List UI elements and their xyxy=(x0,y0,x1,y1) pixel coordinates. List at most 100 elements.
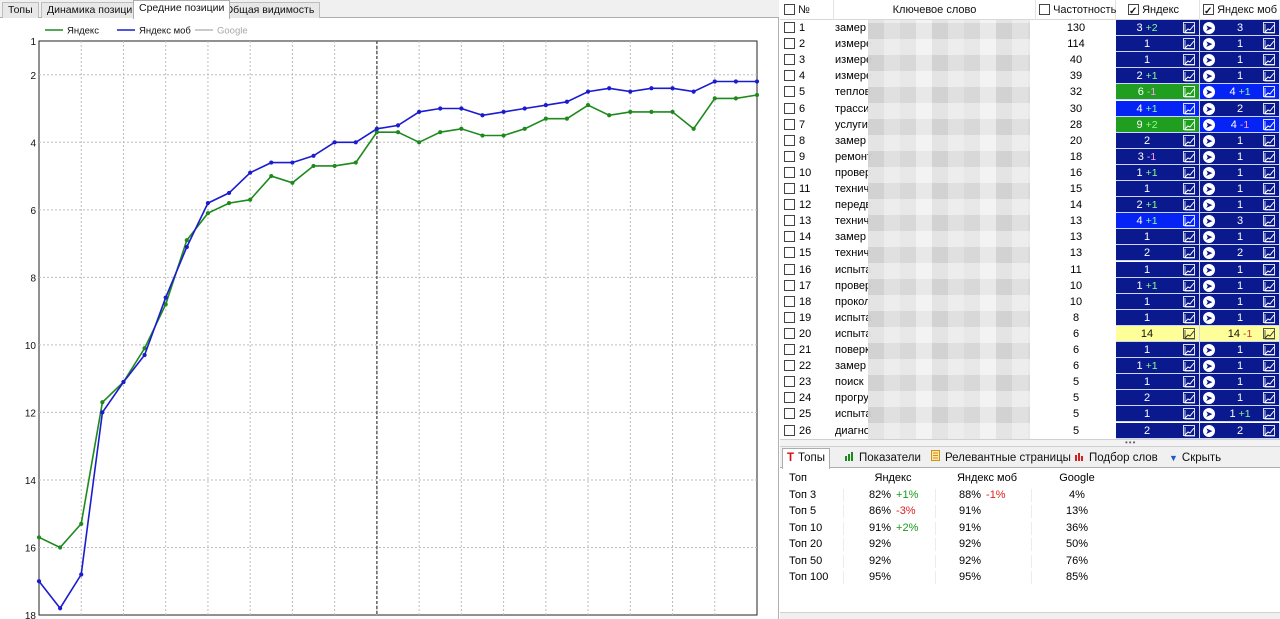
row-number[interactable]: 7 xyxy=(784,117,830,133)
row-number[interactable]: 22 xyxy=(784,358,830,374)
keyword-row[interactable]: 14 замер 13 1 ➤ 1 xyxy=(780,229,1280,246)
trend-chart-icon[interactable] xyxy=(1263,247,1275,259)
tab-bottom-tops[interactable]: T Топы xyxy=(782,448,831,469)
yandex-position-cell[interactable]: 6 -1 xyxy=(1116,84,1200,101)
trend-chart-icon[interactable] xyxy=(1263,150,1275,163)
yandex-position-cell[interactable]: 1 xyxy=(1116,406,1200,423)
yandex-mob-position-cell[interactable]: ➤ 1 xyxy=(1200,68,1280,85)
trend-chart-icon[interactable] xyxy=(1183,86,1195,98)
keyword-row[interactable]: 4 измере 39 2 +1 ➤ 1 xyxy=(780,68,1280,85)
keyword-row[interactable]: 5 теплов 32 6 -1 ➤ 4 +1 xyxy=(780,84,1280,101)
trend-chart-icon[interactable] xyxy=(1183,263,1195,275)
row-checkbox[interactable] xyxy=(784,311,795,323)
yandex-mob-position-cell[interactable]: ➤ 1 xyxy=(1200,374,1280,391)
row-checkbox[interactable] xyxy=(784,183,795,194)
trend-chart-icon[interactable] xyxy=(1263,311,1275,324)
row-number[interactable]: 14 xyxy=(784,229,830,245)
yandex-position-cell[interactable]: 1 xyxy=(1116,229,1200,246)
keyword-cell[interactable]: поверк xyxy=(835,344,870,356)
trend-chart-icon[interactable] xyxy=(1183,311,1195,324)
trend-chart-icon[interactable] xyxy=(1263,166,1275,179)
yandex-position-cell[interactable]: 4 +1 xyxy=(1116,213,1200,230)
row-checkbox[interactable] xyxy=(784,102,795,114)
trend-chart-icon[interactable] xyxy=(1263,392,1275,404)
tab-position-dynamics[interactable]: Динамика позиций xyxy=(41,2,145,18)
yandex-mob-position-cell[interactable]: ➤ 1 xyxy=(1200,132,1280,149)
keyword-cell[interactable]: замер xyxy=(835,231,866,244)
row-checkbox[interactable] xyxy=(784,215,795,227)
keyword-cell[interactable]: технич xyxy=(835,215,870,228)
keyword-cell[interactable]: ремонт xyxy=(835,150,873,163)
trend-chart-icon[interactable] xyxy=(1263,54,1275,66)
row-number[interactable]: 16 xyxy=(784,262,830,278)
yandex-position-cell[interactable]: 4 +1 xyxy=(1116,100,1200,117)
trend-chart-icon[interactable] xyxy=(1183,134,1195,147)
tab-tops[interactable]: Топы xyxy=(2,2,39,18)
yandex-position-cell[interactable]: 1 xyxy=(1116,261,1200,278)
keyword-row[interactable]: 11 технич 15 1 ➤ 1 xyxy=(780,181,1280,197)
row-number[interactable]: 6 xyxy=(784,101,830,117)
keyword-cell[interactable]: технич xyxy=(835,247,870,260)
panel-splitter[interactable]: ••• xyxy=(780,439,1280,447)
yandex-position-cell[interactable]: 14 xyxy=(1116,325,1200,342)
keyword-cell[interactable]: передв xyxy=(835,199,872,212)
row-checkbox[interactable] xyxy=(784,54,795,66)
keyword-cell[interactable]: прокол xyxy=(835,295,871,308)
yandex-mob-position-cell[interactable]: ➤ 1 xyxy=(1200,390,1280,407)
yandex-mob-position-cell[interactable]: ➤ 1 xyxy=(1200,197,1280,214)
keyword-cell[interactable]: испыта xyxy=(835,327,872,340)
row-number[interactable]: 9 xyxy=(784,149,830,165)
row-number[interactable]: 8 xyxy=(784,133,830,149)
row-checkbox[interactable] xyxy=(784,199,795,211)
keyword-row[interactable]: 25 испыта 5 1 ➤ 1 +1 xyxy=(780,406,1280,423)
row-number[interactable]: 17 xyxy=(784,278,830,294)
keyword-row[interactable]: 9 ремонт 18 3 -1 ➤ 1 xyxy=(780,148,1280,165)
yandex-mob-position-cell[interactable]: ➤ 1 xyxy=(1200,148,1280,165)
keyword-cell[interactable]: замер xyxy=(835,22,866,34)
keyword-cell[interactable]: технич xyxy=(835,183,870,195)
yandex-position-cell[interactable]: 1 xyxy=(1116,293,1200,310)
yandex-position-cell[interactable]: 1 xyxy=(1116,52,1200,69)
keyword-row[interactable]: 18 прокол 10 1 ➤ 1 xyxy=(780,293,1280,310)
trend-chart-icon[interactable] xyxy=(1183,70,1195,82)
row-checkbox[interactable] xyxy=(784,247,795,259)
keyword-row[interactable]: 22 замер 6 1 +1 ➤ 1 xyxy=(780,358,1280,375)
trend-chart-icon[interactable] xyxy=(1183,295,1195,308)
keyword-row[interactable]: 24 прогру 5 2 ➤ 1 xyxy=(780,390,1280,407)
row-number[interactable]: 3 xyxy=(784,52,830,68)
yandex-mob-position-cell[interactable]: ➤ 4 +1 xyxy=(1200,84,1280,101)
yandex-mob-position-cell[interactable]: ➤ 3 xyxy=(1200,20,1280,36)
row-number[interactable]: 15 xyxy=(784,245,830,261)
yandex-mob-position-cell[interactable]: ➤ 1 xyxy=(1200,229,1280,246)
trend-chart-icon[interactable] xyxy=(1263,102,1275,114)
tab-word-selection[interactable]: Подбор слов xyxy=(1070,448,1163,468)
trend-chart-icon[interactable] xyxy=(1263,295,1275,308)
keyword-cell[interactable]: диагно xyxy=(835,424,870,437)
keyword-row[interactable]: 17 провер 10 1 +1 ➤ 1 xyxy=(780,277,1280,294)
keyword-row[interactable]: 19 испыта 8 1 ➤ 1 xyxy=(780,309,1280,326)
trend-chart-icon[interactable] xyxy=(1183,231,1195,243)
yandex-mob-position-cell[interactable]: ➤ 1 xyxy=(1200,36,1280,53)
trend-chart-icon[interactable] xyxy=(1183,424,1195,436)
keyword-cell[interactable]: теплов xyxy=(835,86,871,99)
trend-chart-icon[interactable] xyxy=(1263,199,1275,211)
trend-chart-icon[interactable] xyxy=(1183,150,1195,163)
row-checkbox[interactable] xyxy=(784,22,795,33)
trend-chart-icon[interactable] xyxy=(1263,263,1275,275)
trend-chart-icon[interactable] xyxy=(1263,279,1275,291)
header-keyword[interactable]: Ключевое слово xyxy=(834,0,1036,20)
yandex-mob-position-cell[interactable]: ➤ 1 xyxy=(1200,358,1280,375)
row-number[interactable]: 18 xyxy=(784,294,830,310)
row-checkbox[interactable] xyxy=(784,376,795,388)
tab-indicators[interactable]: Показатели xyxy=(840,448,926,468)
trend-chart-icon[interactable] xyxy=(1183,102,1195,114)
keyword-row[interactable]: 15 технич 13 2 ➤ 2 xyxy=(780,245,1280,262)
keyword-row[interactable]: 2 измере 114 1 ➤ 1 xyxy=(780,36,1280,53)
row-checkbox[interactable] xyxy=(784,118,795,130)
row-number[interactable]: 19 xyxy=(784,310,830,326)
tab-hide[interactable]: ▼ Скрыть xyxy=(1164,448,1226,468)
row-checkbox[interactable] xyxy=(784,150,795,162)
trend-chart-icon[interactable] xyxy=(1183,247,1195,259)
row-number[interactable]: 24 xyxy=(784,390,830,406)
row-number[interactable]: 11 xyxy=(784,181,830,197)
